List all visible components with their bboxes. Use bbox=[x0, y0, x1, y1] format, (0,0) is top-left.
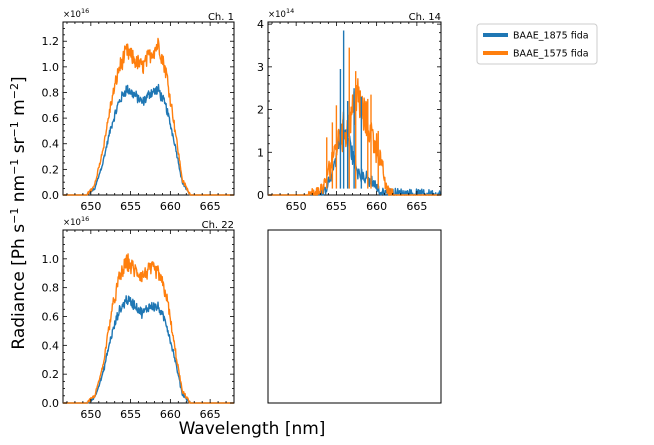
legend-label: BAAE_1575 fida bbox=[513, 49, 589, 60]
legend-entry: BAAE_1875 fida bbox=[483, 31, 589, 42]
panel-ch1-series bbox=[62, 37, 235, 196]
y-tick-label: 1 bbox=[257, 146, 264, 159]
x-tick-label: 655 bbox=[120, 408, 141, 421]
series-line-1875-ch1 bbox=[62, 83, 235, 196]
panel-ch22-multiplier: ×1016 bbox=[63, 215, 89, 228]
y-tick-label: 1.2 bbox=[42, 35, 60, 48]
y-tick-label: 0.2 bbox=[42, 163, 60, 176]
series-line-1575-ch22 bbox=[62, 253, 235, 404]
x-tick-label: 655 bbox=[326, 200, 347, 213]
series-line-1575-ch1 bbox=[62, 37, 235, 196]
panel-ch1-title: Ch. 1 bbox=[208, 12, 234, 23]
y-tick-label: 3 bbox=[257, 61, 264, 74]
x-tick-label: 665 bbox=[406, 200, 427, 213]
y-tick-label: 0.4 bbox=[42, 339, 60, 352]
x-tick-label: 665 bbox=[200, 408, 221, 421]
y-tick-label: 1.0 bbox=[42, 61, 60, 74]
y-tick-label: 4 bbox=[257, 18, 264, 31]
x-tick-label: 660 bbox=[160, 408, 181, 421]
y-tick-label: 0.4 bbox=[42, 138, 60, 151]
panel-empty bbox=[267, 229, 442, 404]
y-tick-label: 0.6 bbox=[42, 311, 60, 324]
panel-ch14: ×1014 Ch. 14 650 655 660 665 0 1 2 3 4 bbox=[257, 7, 442, 213]
panel-ch1: ×1016 Ch. 1 650 655 660 665 0.0 0.2 0.4 0.6 0.8 1… bbox=[42, 7, 235, 213]
y-tick-label: 0.8 bbox=[42, 282, 60, 295]
legend-label: BAAE_1875 fida bbox=[513, 31, 589, 42]
panel-ch22-frame bbox=[62, 229, 235, 404]
panel-ch14-ticks: 650 655 660 665 0 1 2 3 4 bbox=[257, 18, 442, 213]
panel-ch14-series bbox=[267, 30, 442, 196]
x-tick-label: 660 bbox=[366, 200, 387, 213]
x-axis-label: Wavelength [nm] bbox=[179, 419, 326, 439]
y-axis-label: Radiance [Ph s−1 nm−1 sr−1 m−2] bbox=[8, 76, 30, 349]
y-tick-label: 1.0 bbox=[42, 253, 60, 266]
panel-ch1-multiplier: ×1016 bbox=[63, 7, 89, 20]
x-tick-label: 650 bbox=[286, 200, 307, 213]
x-tick-label: 650 bbox=[80, 200, 101, 213]
panel-ch22-ticks: 650 655 660 665 0.0 0.2 0.4 0.6 0.8 1.0 bbox=[42, 229, 235, 421]
y-tick-label: 0.0 bbox=[42, 189, 60, 202]
legend-entry: BAAE_1575 fida bbox=[483, 49, 589, 60]
panel-ch14-multiplier: ×1014 bbox=[268, 7, 294, 20]
panel-ch14-frame bbox=[267, 21, 442, 196]
panel-empty-frame bbox=[267, 229, 442, 404]
x-tick-label: 660 bbox=[160, 200, 181, 213]
x-tick-label: 655 bbox=[120, 200, 141, 213]
panel-ch1-frame bbox=[62, 21, 235, 196]
y-tick-label: 0.2 bbox=[42, 368, 60, 381]
series-line-1875-ch22 bbox=[62, 295, 235, 404]
y-tick-label: 0.0 bbox=[42, 397, 60, 410]
panel-ch22-series bbox=[62, 253, 235, 404]
panel-ch14-title: Ch. 14 bbox=[409, 12, 441, 23]
y-tick-label: 0 bbox=[257, 189, 264, 202]
legend: BAAE_1875 fida BAAE_1575 fida bbox=[476, 23, 598, 65]
y-tick-label: 0.8 bbox=[42, 86, 60, 99]
panel-ch22: ×1016 Ch. 22 650 655 660 665 0.0 0.2 0.4 0.6 0.8… bbox=[42, 215, 235, 421]
y-tick-label: 2 bbox=[257, 104, 264, 117]
panel-ch1-ticks: 650 655 660 665 0.0 0.2 0.4 0.6 0.8 1.0 1.2 bbox=[42, 21, 235, 213]
panel-ch22-title: Ch. 22 bbox=[202, 220, 234, 231]
x-tick-label: 650 bbox=[80, 408, 101, 421]
y-tick-label: 0.6 bbox=[42, 112, 60, 125]
x-tick-label: 665 bbox=[200, 200, 221, 213]
